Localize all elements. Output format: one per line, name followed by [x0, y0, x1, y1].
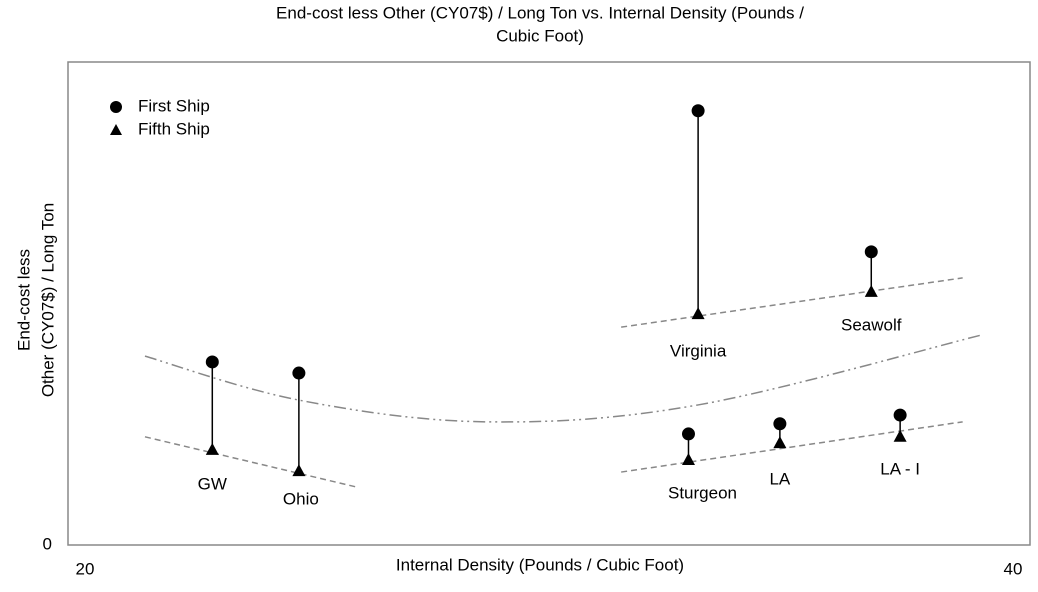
point-label: Ohio — [283, 490, 319, 509]
fifth-ship-point — [864, 284, 878, 297]
y-tick-label: 0 — [43, 534, 52, 553]
point-label: Sturgeon — [668, 483, 737, 502]
fifth-ship-point — [773, 436, 787, 449]
legend-marker — [110, 101, 122, 113]
y-axis-label-line: Other (CY07$) / Long Ton — [38, 203, 57, 397]
point-label: Seawolf — [841, 315, 902, 334]
trend-line — [144, 436, 357, 488]
point-label: LA - I — [880, 459, 920, 478]
y-axis-label: End-cost less Other (CY07$) / Long Ton — [14, 203, 57, 397]
fifth-ship-point — [205, 442, 219, 455]
point-label: GW — [198, 474, 227, 493]
first-ship-point — [205, 355, 219, 369]
first-ship-point — [893, 408, 907, 422]
first-ship-point — [681, 427, 695, 441]
x-axis-label: Internal Density (Pounds / Cubic Foot) — [396, 555, 684, 574]
x-tick-label: 20 — [76, 559, 95, 578]
y-axis-label-line: End-cost less — [14, 249, 33, 351]
fifth-ship-point — [292, 464, 306, 477]
point-label: LA — [769, 470, 790, 489]
trend-line — [144, 334, 983, 423]
point-label: Virginia — [670, 342, 727, 361]
first-ship-point — [691, 104, 705, 118]
fifth-ship-point — [691, 307, 705, 320]
x-tick-label: 40 — [1004, 559, 1023, 578]
first-ship-point — [292, 366, 306, 380]
legend-label: Fifth Ship — [138, 119, 210, 138]
chart-title: End-cost less Other (CY07$) / Long Ton v… — [276, 3, 804, 22]
first-ship-point — [773, 417, 787, 431]
trend-line — [621, 277, 963, 328]
chart-title: Cubic Foot) — [496, 26, 584, 45]
plot-frame — [67, 61, 1031, 546]
trend-line — [621, 421, 963, 473]
legend-marker — [110, 124, 122, 135]
fifth-ship-point — [681, 452, 695, 465]
fifth-ship-point — [893, 429, 907, 442]
legend-label: First Ship — [138, 96, 210, 115]
first-ship-point — [864, 245, 878, 259]
